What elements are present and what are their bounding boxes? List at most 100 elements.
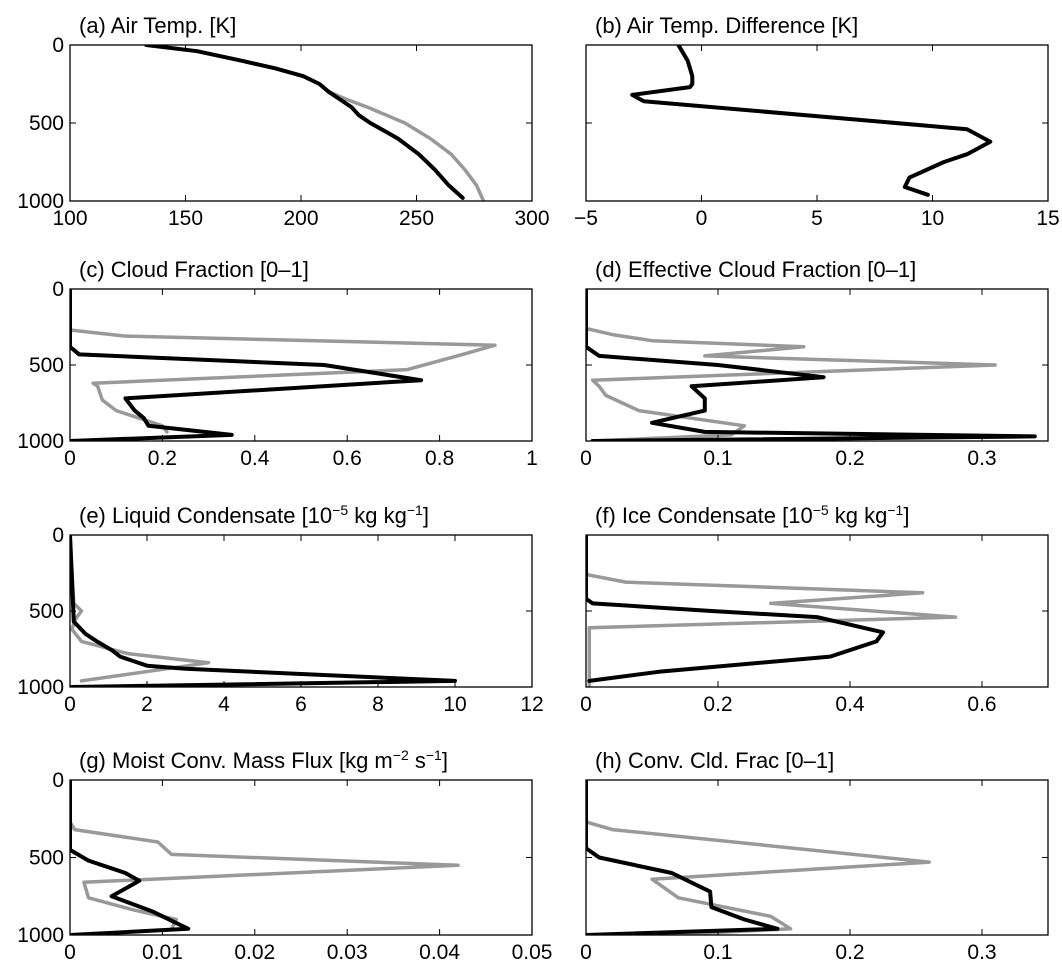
series-black-line xyxy=(586,289,1037,441)
x-tick-label: 0 xyxy=(580,447,592,470)
x-tick-label: 0.05 xyxy=(512,941,553,964)
series-group xyxy=(586,780,931,935)
panel-title: (g) Moist Conv. Mass Flux [kg m−2 s−1] xyxy=(79,747,448,773)
series-group xyxy=(586,535,958,687)
x-tick-label: 4 xyxy=(218,693,230,716)
series-gray-line xyxy=(586,780,931,935)
x-tick-label: 10 xyxy=(443,693,466,716)
x-tick-label: 0.03 xyxy=(327,941,368,964)
panel-b: (b) Air Temp. Difference [K] −5 0 5 10 15 xyxy=(574,13,1060,230)
panel-title: (c) Cloud Fraction [0–1] xyxy=(79,257,309,282)
x-tick-label: 0.1 xyxy=(703,941,732,964)
panel-c: (c) Cloud Fraction [0–1] 0 0.2 0.4 0.6 0.8 1 0 5… xyxy=(17,257,538,470)
y-tick-label: 1000 xyxy=(17,190,64,213)
x-tick-label: 15 xyxy=(1036,207,1059,230)
series-black-line xyxy=(586,780,780,935)
x-tick-label: 0.3 xyxy=(967,941,996,964)
x-tick-label: 0 xyxy=(580,941,592,964)
x-tick-label: 6 xyxy=(295,693,307,716)
x-tick-label: 0.4 xyxy=(240,447,270,470)
x-tick-label: 0.6 xyxy=(333,447,362,470)
x-tick-label: 0.8 xyxy=(425,447,454,470)
series-black-line xyxy=(586,535,885,683)
title-superscript: −5 xyxy=(332,502,348,518)
title-text: (b) Air Temp. Difference [K] xyxy=(595,13,858,38)
axes-box xyxy=(69,44,533,202)
x-tick-label: 0 xyxy=(696,207,708,230)
panel-f: (f) Ice Condensate [10−5 kg kg−1] 0 0.2 0.4… xyxy=(580,502,1049,716)
x-tick-label: 8 xyxy=(372,693,384,716)
panel-title: (h) Conv. Cld. Frac [0–1] xyxy=(595,748,834,773)
title-text: ] xyxy=(442,748,448,773)
x-tick-label: 300 xyxy=(514,207,549,230)
x-tick-label: 0.02 xyxy=(234,941,275,964)
series-group xyxy=(586,289,1037,441)
title-text: (a) Air Temp. [K] xyxy=(79,13,236,38)
series-gray-line xyxy=(586,289,997,441)
x-tick-label: 0.3 xyxy=(967,447,996,470)
title-text: (c) Cloud Fraction [0–1] xyxy=(79,257,309,282)
series-black-line xyxy=(70,289,424,441)
y-tick-label: 500 xyxy=(29,354,64,377)
x-tick-label: 0.04 xyxy=(419,941,460,964)
panel-g: (g) Moist Conv. Mass Flux [kg m−2 s−1] 0 0… xyxy=(17,747,552,964)
panel-e: (e) Liquid Condensate [10−5 kg kg−1] 0 2 4 6… xyxy=(17,502,543,716)
title-text: (d) Effective Cloud Fraction [0–1] xyxy=(595,257,916,282)
axes-box xyxy=(585,534,1049,688)
y-tick-label: 500 xyxy=(29,847,64,870)
series-group xyxy=(70,289,497,441)
axes-box xyxy=(585,44,1049,202)
series-group xyxy=(70,780,460,935)
title-superscript: −1 xyxy=(887,502,903,518)
panel-title: (a) Air Temp. [K] xyxy=(79,13,236,38)
series-gray-line xyxy=(586,535,958,687)
series-gray-line xyxy=(70,535,211,683)
x-tick-label: 200 xyxy=(283,207,318,230)
x-tick-label: 0.2 xyxy=(148,447,177,470)
series-group xyxy=(630,45,993,197)
panel-title: (e) Liquid Condensate [10−5 kg kg−1] xyxy=(79,502,429,528)
title-superscript: −5 xyxy=(813,502,829,518)
title-text: (h) Conv. Cld. Frac [0–1] xyxy=(595,748,834,773)
y-tick-label: 500 xyxy=(29,112,64,135)
title-text: kg kg xyxy=(829,503,888,528)
series-gray-line xyxy=(70,289,497,434)
title-text: (e) Liquid Condensate [10 xyxy=(79,503,332,528)
title-text: kg kg xyxy=(348,503,407,528)
y-tick-label: 0 xyxy=(52,278,64,301)
x-tick-label: 0 xyxy=(64,447,76,470)
y-tick-label: 0 xyxy=(52,769,64,792)
title-text: (f) Ice Condensate [10 xyxy=(595,503,813,528)
x-tick-label: 0 xyxy=(64,941,76,964)
series-black-line xyxy=(630,45,993,197)
series-black-line xyxy=(144,45,465,200)
x-tick-label: 0.2 xyxy=(835,447,864,470)
x-tick-label: 1 xyxy=(526,447,538,470)
y-tick-label: 0 xyxy=(52,524,64,547)
y-tick-label: 500 xyxy=(29,600,64,623)
x-tick-label: 12 xyxy=(520,693,543,716)
title-text: ] xyxy=(423,503,429,528)
panel-d: (d) Effective Cloud Fraction [0–1] 0 0.1 0.… xyxy=(580,257,1049,470)
x-tick-label: 5 xyxy=(811,207,823,230)
x-tick-label: 10 xyxy=(921,207,944,230)
panel-h: (h) Conv. Cld. Frac [0–1] 0 0.1 0.2 0.3 xyxy=(580,748,1049,964)
x-tick-label: 100 xyxy=(52,207,87,230)
x-tick-label: 0.1 xyxy=(703,447,732,470)
y-tick-label: 0 xyxy=(52,34,64,57)
y-tick-label: 1000 xyxy=(17,676,64,699)
series-gray-line xyxy=(144,45,486,201)
series-group xyxy=(144,45,486,201)
x-tick-label: 0.4 xyxy=(835,693,865,716)
series-group xyxy=(70,535,457,687)
x-tick-label: 2 xyxy=(141,693,153,716)
series-black-line xyxy=(70,535,457,687)
axes-box xyxy=(585,779,1049,936)
x-tick-label: 0 xyxy=(64,693,76,716)
panel-title: (f) Ice Condensate [10−5 kg kg−1] xyxy=(595,502,909,528)
title-text: ] xyxy=(903,503,909,528)
title-text: s xyxy=(409,748,426,773)
x-tick-label: 250 xyxy=(399,207,434,230)
title-superscript: −1 xyxy=(407,502,423,518)
